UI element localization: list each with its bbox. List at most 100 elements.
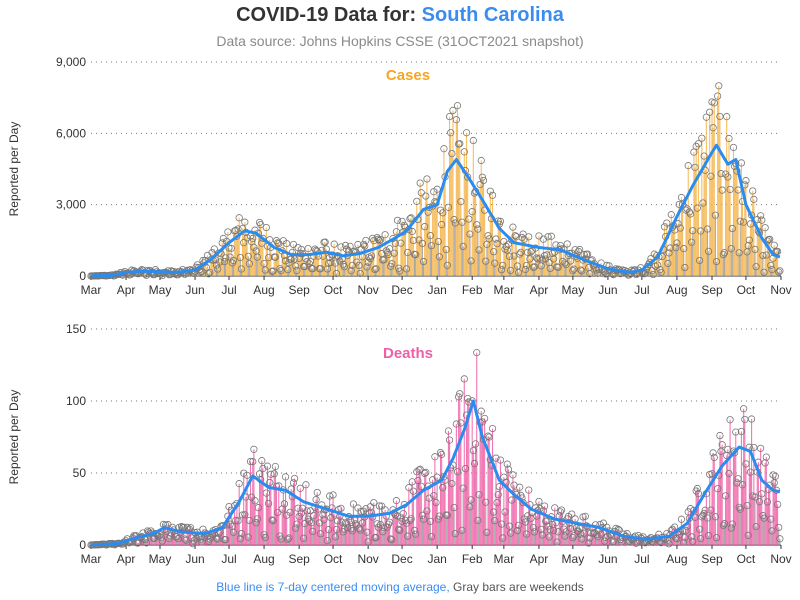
day-marker (271, 462, 279, 471)
day-marker (719, 521, 727, 529)
day-marker (181, 535, 189, 543)
day-marker (498, 520, 506, 528)
day-marker (725, 469, 733, 478)
day-marker (717, 170, 725, 178)
day-marker (522, 530, 531, 538)
day-marker (520, 235, 528, 243)
day-marker (522, 261, 531, 270)
xtick-label: Nov (357, 552, 378, 566)
xtick-label: Jul (221, 283, 236, 297)
day-marker (363, 528, 371, 536)
day-marker (372, 265, 380, 273)
day-marker (307, 519, 316, 527)
chart-title: COVID-19 Data for: South Carolina (0, 4, 800, 27)
day-marker (294, 504, 302, 512)
day-marker (740, 405, 748, 413)
day-marker (458, 218, 466, 226)
day-marker (760, 514, 768, 522)
day-marker (758, 490, 766, 498)
day-marker (461, 465, 470, 473)
day-marker (665, 249, 673, 257)
day-marker (734, 475, 742, 483)
xtick-label: Sep (288, 283, 310, 297)
day-marker (427, 242, 436, 250)
day-marker (731, 449, 739, 457)
day-marker (574, 247, 583, 255)
day-marker (459, 484, 467, 492)
day-marker (408, 227, 416, 235)
day-marker (710, 99, 718, 107)
day-marker (556, 508, 565, 516)
xtick-label: Jun (185, 552, 204, 566)
day-marker (390, 249, 398, 257)
xtick-label: May (149, 283, 172, 297)
day-marker (253, 515, 261, 523)
day-marker (701, 506, 709, 514)
day-marker (355, 524, 363, 532)
day-marker (440, 145, 448, 153)
day-marker (212, 534, 221, 542)
day-marker (460, 375, 468, 383)
day-marker (707, 506, 715, 514)
day-marker (356, 269, 364, 278)
xtick-label: Aug (666, 552, 687, 566)
day-marker (709, 124, 717, 132)
day-marker (426, 232, 434, 240)
day-marker (509, 223, 517, 231)
xtick-label: Apr (530, 283, 549, 297)
day-marker (363, 263, 371, 271)
day-marker (289, 479, 298, 487)
daily-bars (91, 85, 781, 276)
day-marker (747, 415, 756, 423)
day-marker (431, 453, 439, 461)
day-marker (264, 254, 273, 262)
day-marker (270, 470, 278, 478)
day-marker (768, 265, 776, 274)
xtick-label: Dec (391, 552, 412, 566)
day-marker (470, 459, 479, 468)
day-marker (457, 419, 465, 427)
day-marker (324, 526, 333, 534)
day-marker (677, 193, 686, 202)
day-marker (695, 256, 704, 265)
day-marker (291, 474, 299, 483)
day-marker (214, 265, 222, 273)
day-marker (341, 241, 350, 249)
day-marker (396, 267, 404, 275)
xtick-label: Apr (117, 283, 136, 297)
day-marker (749, 187, 757, 195)
day-marker (718, 441, 726, 449)
day-marker (347, 266, 355, 275)
day-marker (229, 528, 238, 536)
day-marker (222, 536, 230, 544)
day-marker (686, 505, 695, 513)
title-prefix: COVID-19 Data for: (236, 4, 417, 26)
day-marker (648, 267, 656, 275)
day-marker (664, 259, 672, 268)
day-marker (519, 499, 527, 507)
day-marker (447, 129, 455, 137)
day-marker (186, 524, 195, 532)
day-marker (407, 214, 415, 222)
day-marker (700, 152, 708, 160)
day-marker (570, 265, 578, 273)
day-marker (458, 526, 466, 534)
day-marker (219, 522, 227, 530)
day-marker (459, 242, 467, 250)
day-marker (356, 526, 364, 534)
day-marker (493, 499, 501, 507)
day-marker (649, 270, 657, 279)
day-marker (600, 537, 609, 545)
day-marker (711, 513, 719, 521)
day-marker (198, 267, 206, 276)
day-marker (776, 267, 784, 275)
day-marker (331, 259, 339, 267)
day-marker (409, 487, 417, 495)
day-marker (375, 502, 384, 510)
day-marker (423, 507, 431, 515)
xtick-label: Mar (81, 283, 102, 297)
day-marker (313, 488, 321, 497)
day-marker (706, 108, 714, 116)
day-marker (514, 521, 523, 529)
day-marker (444, 427, 453, 435)
